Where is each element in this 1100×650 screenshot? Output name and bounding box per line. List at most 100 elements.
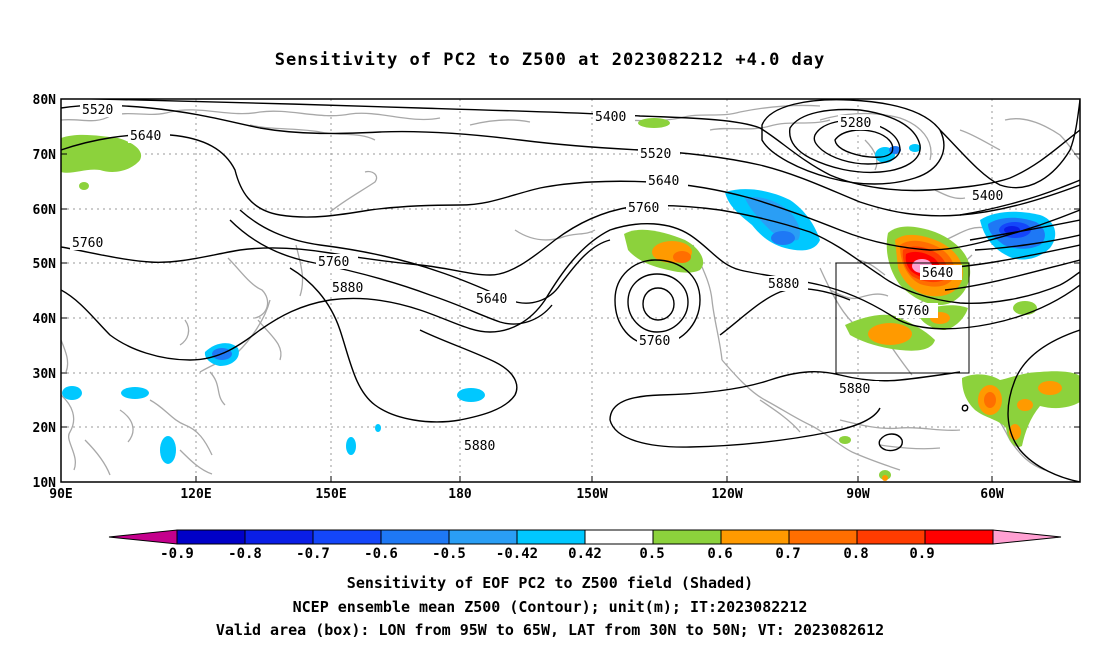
- shade-positive: [638, 118, 670, 128]
- contour-label: 5640: [476, 292, 507, 307]
- colorbar-label: 0.8: [843, 546, 868, 562]
- colorbar-arrow-right: [992, 529, 1062, 545]
- contour-5880-a: [61, 222, 1080, 361]
- colorbar-label: -0.7: [296, 546, 330, 562]
- colorbar-swatch: [652, 529, 722, 545]
- shade-positive: [79, 182, 89, 190]
- contour-5520-west: [61, 104, 1080, 217]
- contour-5880-d: [609, 371, 961, 421]
- contour-label: 5880: [332, 281, 363, 296]
- contour-label: 5400: [595, 110, 626, 125]
- colorbar-label: 0.6: [707, 546, 732, 562]
- longitude-labels: 90E 120E 150E 180 150W 120W 90W 60W: [49, 487, 1004, 502]
- colorbar-label: 0.9: [909, 546, 934, 562]
- colorbar-label: -0.8: [228, 546, 262, 562]
- shade-negative: [375, 424, 381, 432]
- lon-label: 90W: [846, 487, 870, 502]
- shade-positive: [839, 436, 851, 444]
- colorbar-swatch: [448, 529, 518, 545]
- contour-low-outer: [761, 99, 945, 185]
- colorbar-swatch: [788, 529, 858, 545]
- colorbar-swatch: [176, 529, 246, 545]
- shade-positive: [1038, 381, 1062, 395]
- contour-label: 5640: [130, 129, 161, 144]
- colorbar-swatch: [244, 529, 314, 545]
- contour-5400: [74, 99, 1080, 192]
- colorbar-swatch: [380, 529, 450, 545]
- contour-label: 5760: [72, 236, 103, 251]
- shade-positive: [984, 392, 996, 408]
- colorbar: [108, 529, 1062, 545]
- contour-label: 5520: [640, 147, 671, 162]
- colorbar-swatch: [584, 529, 654, 545]
- lon-label: 60W: [980, 487, 1004, 502]
- contour-tiny-1: [961, 404, 969, 412]
- shade-negative: [62, 386, 82, 400]
- contour-label: 5760: [628, 201, 659, 216]
- contour-5880-e: [609, 407, 881, 448]
- lon-label: 150W: [576, 487, 607, 502]
- shade-negative: [160, 436, 176, 464]
- lon-label: 150E: [315, 487, 346, 502]
- shade-positive: [673, 251, 691, 263]
- contour-label: 5400: [972, 189, 1003, 204]
- caption-contour: NCEP ensemble mean Z500 (Contour); unit(…: [292, 598, 808, 616]
- lon-label: 120W: [711, 487, 742, 502]
- map-title: Sensitivity of PC2 to Z500 at 2023082212…: [274, 50, 826, 70]
- colorbar-swatch: [312, 529, 382, 545]
- contour-cutoff-outer: [614, 259, 701, 346]
- contour-5400-east: [939, 99, 1080, 189]
- shade-negative: [121, 387, 149, 399]
- contour-low-mid: [788, 108, 921, 174]
- shade-negative: [457, 388, 485, 402]
- shade-positive: [868, 323, 912, 345]
- contour-5640: [61, 133, 1080, 251]
- colorbar-swatch: [516, 529, 586, 545]
- contour-ridge-2: [229, 219, 553, 325]
- contour-label: 5760: [898, 304, 929, 319]
- contour-5280: [834, 129, 894, 158]
- colorbar-label: -0.6: [364, 546, 398, 562]
- contour-east-2: [974, 234, 1080, 251]
- z500-contours: [61, 99, 1080, 482]
- shade-negative: [771, 231, 795, 245]
- colorbar-label: -0.42: [496, 546, 538, 562]
- shade-positive: [882, 475, 888, 481]
- lat-label: 60N: [33, 203, 57, 218]
- colorbar-label: -0.5: [432, 546, 466, 562]
- contour-cutoff-inner: [642, 287, 675, 321]
- lat-label: 30N: [33, 367, 57, 382]
- contour-5880-atl: [1007, 329, 1080, 482]
- valid-area-box: [835, 262, 970, 374]
- shade-negative: [909, 144, 921, 152]
- contour-tiny-2: [878, 433, 903, 452]
- latitude-labels: 80N 70N 60N 50N 40N 30N 20N 10N: [33, 93, 57, 491]
- colorbar-swatch: [924, 529, 994, 545]
- colorbar-swatch: [720, 529, 790, 545]
- colorbar-label: -0.9: [160, 546, 194, 562]
- lat-label: 40N: [33, 312, 57, 327]
- shade-positive: [1017, 399, 1033, 411]
- contour-label: 5640: [648, 174, 679, 189]
- lat-label: 50N: [33, 257, 57, 272]
- contour-5760: [61, 204, 1080, 305]
- lat-label: 10N: [33, 476, 57, 491]
- contour-label: 5880: [464, 439, 495, 454]
- contour-label: 5880: [839, 382, 870, 397]
- caption-valid-area: Valid area (box): LON from 95W to 65W, L…: [215, 621, 885, 639]
- contour-label: 5520: [82, 103, 113, 118]
- tick-marks: [61, 98, 1080, 482]
- contour-east-4: [944, 259, 1080, 291]
- colorbar-swatch: [856, 529, 926, 545]
- contour-labels: 5520 5640 5760 5760 5880 5640 5400 5520 …: [70, 102, 1012, 454]
- colorbar-labels: -0.9 -0.8 -0.7 -0.6 -0.5 -0.42 0.42 0.5 …: [160, 546, 935, 562]
- gridlines: [61, 99, 1080, 482]
- lon-label: 120E: [180, 487, 211, 502]
- lat-label: 70N: [33, 148, 57, 163]
- plot-frame: [60, 98, 1081, 483]
- shade-positive: [1013, 301, 1037, 315]
- colorbar-arrow-left: [108, 529, 178, 545]
- contour-5880-b: [289, 267, 518, 423]
- lon-label: 90E: [49, 487, 72, 502]
